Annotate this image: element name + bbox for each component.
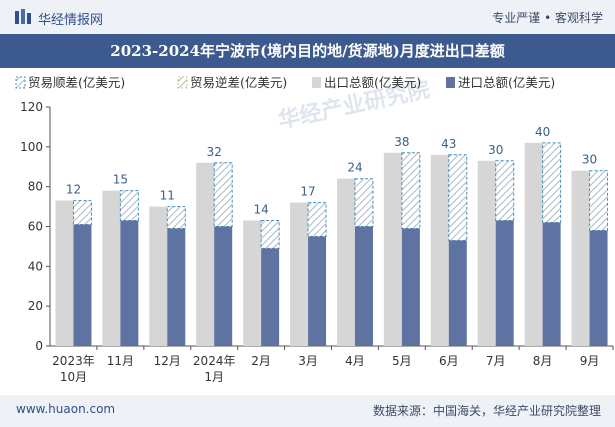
import-bar	[261, 248, 280, 346]
x-tick-label: 8月	[533, 354, 553, 368]
x-tick-label: 5月	[392, 354, 412, 368]
header-bar: 华经情报网 专业严谨 • 客观科学	[0, 0, 615, 34]
surplus-bar	[448, 154, 468, 241]
x-tick-label: 4月	[345, 354, 365, 368]
import-bar	[167, 228, 186, 346]
x-tick-label: 9月	[580, 354, 600, 368]
export-bar	[524, 142, 543, 346]
surplus-value-label: 38	[394, 135, 409, 149]
surplus-bar	[401, 152, 421, 229]
x-tick-label: 12月	[154, 354, 181, 368]
export-bar	[290, 202, 309, 346]
surplus-bar	[166, 206, 186, 229]
legend-import-swatch	[446, 77, 455, 88]
surplus-bar	[542, 142, 562, 224]
legend-deficit-swatch	[177, 76, 188, 89]
surplus-value-label: 14	[253, 203, 268, 217]
surplus-value-label: 11	[160, 189, 175, 203]
surplus-bar	[589, 170, 609, 231]
surplus-bar	[119, 190, 139, 222]
import-bar	[308, 236, 327, 346]
brand-name: 华经情报网	[38, 13, 104, 28]
import-bar	[73, 224, 92, 346]
export-bar	[383, 152, 402, 346]
tagline: 专业严谨 • 客观科学	[492, 11, 603, 25]
x-tick-label: 11月	[107, 354, 134, 368]
footer-bar: www.huaon.com 数据来源：中国海关，华经产业研究院整理	[0, 395, 615, 427]
x-tick-label: 1月	[204, 370, 224, 384]
import-bar	[120, 220, 139, 346]
surplus-value-label: 43	[441, 137, 456, 151]
export-bar	[55, 200, 74, 346]
surplus-value-label: 32	[207, 145, 222, 159]
export-bar	[430, 154, 449, 346]
surplus-value-label: 24	[347, 161, 362, 175]
legend-export-label: 出口总额(亿美元)	[324, 75, 421, 90]
y-tick-label: 20	[28, 299, 43, 313]
import-bar	[401, 228, 420, 346]
x-tick-label: 2024年	[193, 354, 236, 368]
export-bar	[149, 206, 168, 346]
surplus-value-label: 30	[488, 143, 503, 157]
legend-deficit-label: 贸易逆差(亿美元)	[190, 75, 287, 90]
y-tick-label: 100	[20, 140, 43, 154]
surplus-value-label: 15	[113, 173, 128, 187]
title-bar: 2023-2024年宁波市(境内目的地/货源地)月度进出口差额	[0, 34, 615, 68]
import-bar	[354, 226, 373, 346]
x-tick-label: 7月	[486, 354, 506, 368]
y-tick-label: 120	[20, 100, 43, 114]
surplus-value-label: 12	[66, 183, 81, 197]
surplus-bar	[260, 220, 280, 249]
site-url[interactable]: www.huaon.com	[16, 402, 116, 416]
x-tick-label: 6月	[439, 354, 459, 368]
import-bar	[214, 226, 233, 346]
y-tick-label: 80	[28, 180, 43, 194]
surplus-value-label: 17	[300, 185, 315, 199]
x-tick-label: 2月	[251, 354, 271, 368]
export-bar	[243, 220, 262, 346]
surplus-bar	[213, 162, 233, 228]
legend-export-swatch	[312, 77, 321, 88]
legend-surplus-label: 贸易顺差(亿美元)	[28, 75, 125, 90]
export-bar	[571, 170, 590, 346]
x-tick-label: 3月	[298, 354, 318, 368]
legend-surplus-swatch	[15, 76, 26, 89]
y-tick-label: 60	[28, 220, 43, 234]
x-tick-label: 10月	[60, 370, 87, 384]
y-tick-label: 0	[35, 339, 43, 353]
export-bar	[477, 160, 496, 346]
y-tick-label: 40	[28, 259, 43, 273]
import-bar	[448, 240, 467, 346]
surplus-bar	[495, 160, 515, 222]
surplus-bar	[354, 178, 374, 227]
surplus-bar	[72, 200, 92, 226]
surplus-value-label: 40	[535, 125, 550, 139]
legend-import-label: 进口总额(亿美元)	[458, 75, 555, 90]
import-bar	[589, 230, 608, 346]
surplus-value-label: 30	[582, 153, 597, 167]
huajing-logo-icon	[15, 9, 31, 24]
x-tick-label: 2023年	[52, 354, 95, 368]
export-bar	[102, 190, 121, 346]
surplus-bar	[307, 202, 327, 237]
import-bar	[542, 222, 561, 346]
export-bar	[336, 178, 355, 346]
chart-title: 2023-2024年宁波市(境内目的地/货源地)月度进出口差额	[110, 42, 505, 60]
data-source: 数据来源：中国海关，华经产业研究院整理	[372, 404, 601, 418]
import-bar	[495, 220, 514, 346]
export-bar	[196, 162, 215, 346]
